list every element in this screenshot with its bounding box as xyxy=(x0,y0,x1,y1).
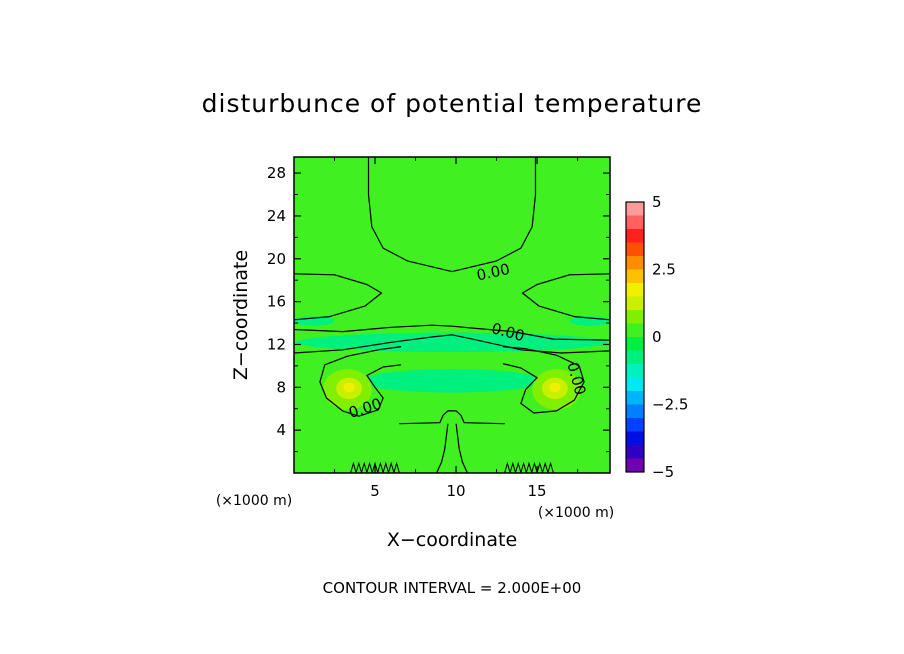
colorbar-level-19 xyxy=(626,458,644,473)
contour-interval-note: CONTOUR INTERVAL = 2.000E+00 xyxy=(323,579,582,597)
colorbar-level-9 xyxy=(626,323,644,338)
x-tick-label-1: 10 xyxy=(447,482,466,500)
y-axis-ticks: 4 8 12 16 20 24 28 xyxy=(267,164,610,453)
colorbar-level-10 xyxy=(626,337,644,351)
colorbar-level-0 xyxy=(626,202,644,216)
ripple-0 xyxy=(350,461,400,473)
y-axis-unit: (×1000 m) xyxy=(216,493,292,509)
contour-line-4 xyxy=(294,334,610,354)
contour-line-9 xyxy=(455,423,468,473)
y-tick-label-0: 4 xyxy=(276,421,286,439)
colorbar-tick-label-3: −2.5 xyxy=(652,396,688,414)
colorbar-tick-label-4: −5 xyxy=(652,463,674,481)
chart-title: disturbunce of potential temperature xyxy=(202,89,703,118)
colorbar-level-17 xyxy=(626,431,644,446)
fill-region-7 xyxy=(343,382,355,393)
colorbar-level-8 xyxy=(626,310,644,324)
y-tick-label-6: 28 xyxy=(267,164,286,182)
y-tick-label-1: 8 xyxy=(276,378,286,396)
y-tick-label-4: 20 xyxy=(267,250,286,268)
colorbar-level-5 xyxy=(626,269,644,284)
colorbar-level-13 xyxy=(626,377,644,392)
colorbar-level-6 xyxy=(626,283,644,297)
contour-line-8 xyxy=(436,423,449,473)
contour-line-2 xyxy=(521,273,610,321)
fill-region-4 xyxy=(361,369,543,393)
y-tick-label-3: 16 xyxy=(267,293,286,311)
contour-line-5 xyxy=(319,346,402,417)
x-axis-unit: (×1000 m) xyxy=(538,505,614,521)
y-axis-label: Z−coordinate xyxy=(230,250,252,380)
contour-lines xyxy=(294,157,610,473)
fill-region-1 xyxy=(296,332,608,352)
colorbar-tick-label-1: 2.5 xyxy=(652,261,676,279)
colorbar-tick-label-0: 5 xyxy=(652,193,662,211)
y-tick-label-2: 12 xyxy=(267,335,286,353)
colorbar-level-7 xyxy=(626,296,644,311)
contour-fill-regions xyxy=(294,293,610,410)
y-tick-label-5: 24 xyxy=(267,207,286,225)
colorbar-level-15 xyxy=(626,404,644,419)
colorbar-level-3 xyxy=(626,242,644,257)
colorbar-level-1 xyxy=(626,215,644,230)
plot-frame xyxy=(293,156,611,474)
x-tick-label-2: 15 xyxy=(528,482,547,500)
contour-line-6 xyxy=(502,346,585,414)
contour-line-0 xyxy=(367,157,537,273)
colorbar-level-12 xyxy=(626,364,644,378)
x-tick-label-0: 5 xyxy=(370,482,380,500)
fill-region-10 xyxy=(549,382,561,393)
contour-line-3 xyxy=(294,324,610,341)
colorbar-level-14 xyxy=(626,391,644,405)
colorbar-ticks: 5 2.5 0 −2.5 −5 xyxy=(652,193,688,481)
colorbar-level-4 xyxy=(626,256,644,270)
colorbar-level-16 xyxy=(626,418,644,432)
ripple-1 xyxy=(504,461,554,473)
plot-area: 0.000.000.000.00 xyxy=(293,156,611,474)
x-axis-label: X−coordinate xyxy=(387,529,517,551)
contour-line-7 xyxy=(399,410,505,425)
x-axis-ticks: 5 10 15 xyxy=(334,157,579,500)
fill-region-0 xyxy=(362,293,542,319)
colorbar-level-2 xyxy=(626,229,644,243)
colorbar xyxy=(625,201,645,473)
colorbar-tick-label-2: 0 xyxy=(652,328,662,346)
colorbar-level-18 xyxy=(626,445,644,459)
colorbar-level-11 xyxy=(626,350,644,365)
contour-line-1 xyxy=(294,273,383,321)
colorbar-frame xyxy=(625,201,645,473)
surface-ripples xyxy=(350,461,554,473)
